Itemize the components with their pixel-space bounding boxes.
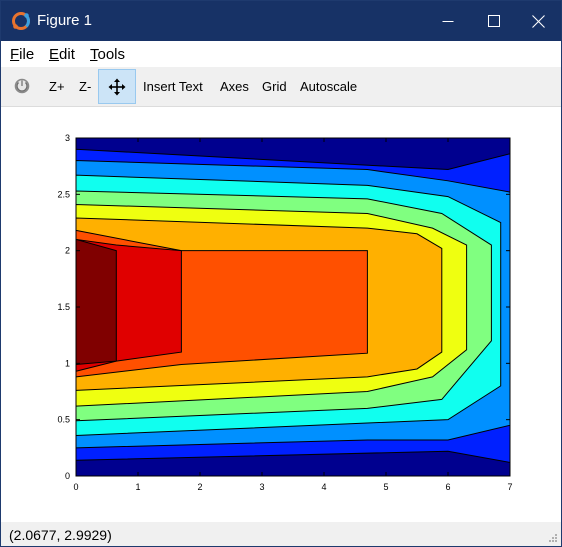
menu-tools[interactable]: Tools	[90, 46, 125, 63]
maximize-icon	[488, 15, 500, 27]
pan-button[interactable]	[98, 69, 136, 104]
minimize-button[interactable]	[425, 1, 471, 41]
resize-grip-icon[interactable]	[548, 533, 558, 543]
zoom-in-button[interactable]: Z+	[49, 78, 65, 94]
status-bar: (2.0677, 2.9929)	[1, 522, 561, 546]
menu-file-mnemonic: F	[10, 46, 20, 63]
close-button[interactable]	[515, 1, 561, 41]
y-tick-label: 1	[65, 358, 70, 368]
rotate-button[interactable]	[13, 67, 33, 105]
y-tick-label: 3	[65, 133, 70, 143]
pan-move-icon	[108, 78, 126, 95]
menu-tools-mnemonic: T	[90, 46, 98, 63]
maximize-button[interactable]	[471, 1, 517, 41]
menu-tools-rest: ools	[97, 46, 126, 63]
menu-edit-rest: dit	[59, 46, 75, 63]
pointer-coordinates: (2.0677, 2.9929)	[9, 527, 112, 543]
menu-edit-mnemonic: E	[49, 46, 60, 63]
contour-chart[interactable]: 0 1 2 3 4 5 6 7 0 0.5 1 1.5 2 2.5 3	[1, 108, 561, 522]
y-tick-label: 1.5	[57, 302, 70, 312]
menu-file[interactable]: File	[10, 46, 34, 63]
window-title: Figure 1	[37, 12, 93, 29]
y-tick-label: 0.5	[57, 415, 70, 425]
menu-file-rest: ile	[19, 46, 35, 63]
y-tick-label: 2	[65, 246, 70, 256]
title-bar[interactable]: Figure 1	[1, 1, 561, 41]
rotate-icon	[14, 78, 30, 94]
menu-edit[interactable]: Edit	[49, 46, 75, 63]
zoom-out-button[interactable]: Z-	[79, 78, 92, 94]
minimize-icon	[442, 21, 454, 22]
autoscale-button[interactable]: Autoscale	[300, 78, 358, 94]
x-tick-label: 2	[197, 482, 202, 492]
x-tick-label: 5	[383, 482, 388, 492]
y-tick-label: 2.5	[57, 189, 70, 199]
grid-button[interactable]: Grid	[262, 78, 287, 94]
menu-bar: File Edit Tools	[1, 41, 561, 67]
y-tick-label: 0	[65, 471, 70, 481]
contour-level-9	[75, 238, 117, 366]
x-tick-label: 7	[507, 482, 512, 492]
close-icon	[531, 14, 545, 28]
plot-canvas[interactable]: 0 1 2 3 4 5 6 7 0 0.5 1 1.5 2 2.5 3	[1, 108, 561, 522]
x-tick-label: 0	[73, 482, 78, 492]
x-tick-label: 1	[135, 482, 140, 492]
insert-text-button[interactable]: Insert Text	[143, 78, 203, 94]
x-tick-label: 3	[259, 482, 264, 492]
x-tick-label: 4	[321, 482, 326, 492]
octave-app-icon	[12, 12, 30, 30]
axes-button[interactable]: Axes	[220, 78, 249, 94]
toolbar: Z+ Z- Insert Text Axes Grid Autoscale	[1, 67, 561, 107]
x-tick-label: 6	[445, 482, 450, 492]
